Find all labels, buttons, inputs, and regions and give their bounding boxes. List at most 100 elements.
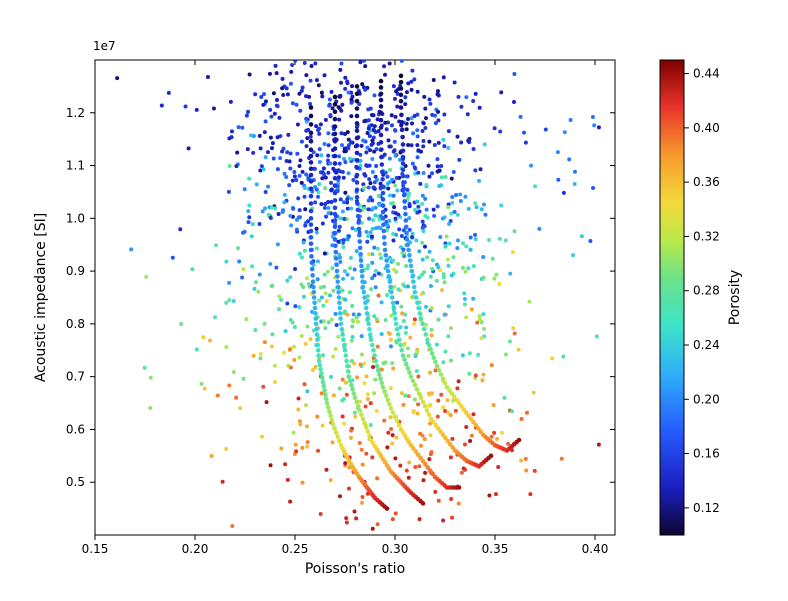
curve-point [335, 269, 340, 274]
scatter-point [473, 168, 477, 172]
scatter-point [341, 378, 345, 382]
scatter-point [440, 288, 444, 292]
scatter-point [303, 195, 307, 199]
curve-point [334, 262, 339, 267]
scatter-point [345, 393, 349, 397]
scatter-point [338, 260, 342, 264]
scatter-point [375, 409, 379, 413]
scatter-point [338, 387, 342, 391]
scatter-point [447, 129, 451, 133]
scatter-point [458, 193, 462, 197]
scatter-point [460, 471, 464, 475]
curve-point [411, 279, 416, 284]
scatter-point [390, 441, 394, 445]
scatter-point [354, 516, 358, 520]
scatter-point [313, 200, 317, 204]
curve-point [399, 113, 404, 118]
curve-point [349, 383, 354, 388]
scatter-point [277, 116, 281, 120]
scatter-point [373, 213, 377, 217]
scatter-point [350, 276, 354, 280]
scatter-point [287, 183, 291, 187]
ytick-label: 1.2 [66, 106, 85, 120]
scatter-point [443, 350, 447, 354]
ytick-label: 0.5 [66, 475, 85, 489]
curve-point [316, 353, 321, 358]
scatter-point [303, 207, 307, 211]
scatter-point [442, 112, 446, 116]
scatter-point [258, 273, 262, 277]
curve-point [404, 218, 409, 223]
scatter-point [375, 147, 379, 151]
y-axis-exponent: 1e7 [93, 39, 116, 53]
scatter-point [400, 59, 404, 63]
curve-point [336, 290, 341, 295]
curve-point [355, 106, 360, 111]
scatter-point [445, 234, 449, 238]
curve-point [333, 212, 338, 217]
scatter-point [461, 266, 465, 270]
scatter-point [261, 385, 265, 389]
scatter-point [187, 146, 191, 150]
scatter-point [374, 269, 378, 273]
scatter-point [430, 267, 434, 271]
scatter-point [389, 344, 393, 348]
curve-point [402, 186, 407, 191]
scatter-point [303, 249, 307, 253]
curve-point [309, 222, 314, 227]
curve-point [344, 353, 349, 358]
curve-point [309, 194, 314, 199]
curve-point [333, 243, 338, 248]
scatter-point [297, 92, 301, 96]
scatter-point [345, 81, 349, 85]
scatter-point [313, 185, 317, 189]
scatter-point [326, 154, 330, 158]
scatter-point [423, 197, 427, 201]
scatter-point [377, 293, 381, 297]
scatter-point [283, 462, 287, 466]
curve-point [347, 374, 352, 379]
scatter-point [184, 105, 188, 109]
scatter-point [447, 304, 451, 308]
scatter-point [370, 157, 374, 161]
scatter-point [144, 275, 148, 279]
scatter-point [305, 445, 309, 449]
scatter-point [377, 129, 381, 133]
colorbar-tick-label: 0.40 [693, 121, 720, 135]
scatter-point [294, 443, 298, 447]
curve-point [402, 199, 407, 204]
curve-point [399, 80, 404, 85]
scatter-point [506, 442, 510, 446]
scatter-point [519, 115, 523, 119]
scatter-point [416, 412, 420, 416]
scatter-point [301, 481, 305, 485]
scatter-point [360, 448, 364, 452]
scatter-point [405, 90, 409, 94]
scatter-point [527, 300, 531, 304]
scatter-point [498, 237, 502, 241]
scatter-point [342, 217, 346, 221]
curve-point [324, 397, 329, 402]
scatter-point [292, 345, 296, 349]
scatter-point [258, 356, 262, 360]
curve-point [380, 381, 385, 386]
scatter-point [343, 76, 347, 80]
scatter-point [396, 287, 400, 291]
scatter-point [367, 118, 371, 122]
scatter-point [272, 91, 276, 95]
curve-point [359, 412, 364, 417]
curve-point [355, 195, 360, 200]
curve-point [361, 417, 366, 422]
scatter-point [255, 182, 259, 186]
scatter-point [178, 227, 182, 231]
scatter-point [448, 242, 452, 246]
scatter-point [318, 147, 322, 151]
curve-point [407, 370, 412, 375]
scatter-point [323, 273, 327, 277]
scatter-point [487, 494, 491, 498]
curve-point [327, 409, 332, 414]
scatter-point [328, 98, 332, 102]
scatter-point [427, 175, 431, 179]
scatter-point [298, 252, 302, 256]
scatter-point [436, 110, 440, 114]
